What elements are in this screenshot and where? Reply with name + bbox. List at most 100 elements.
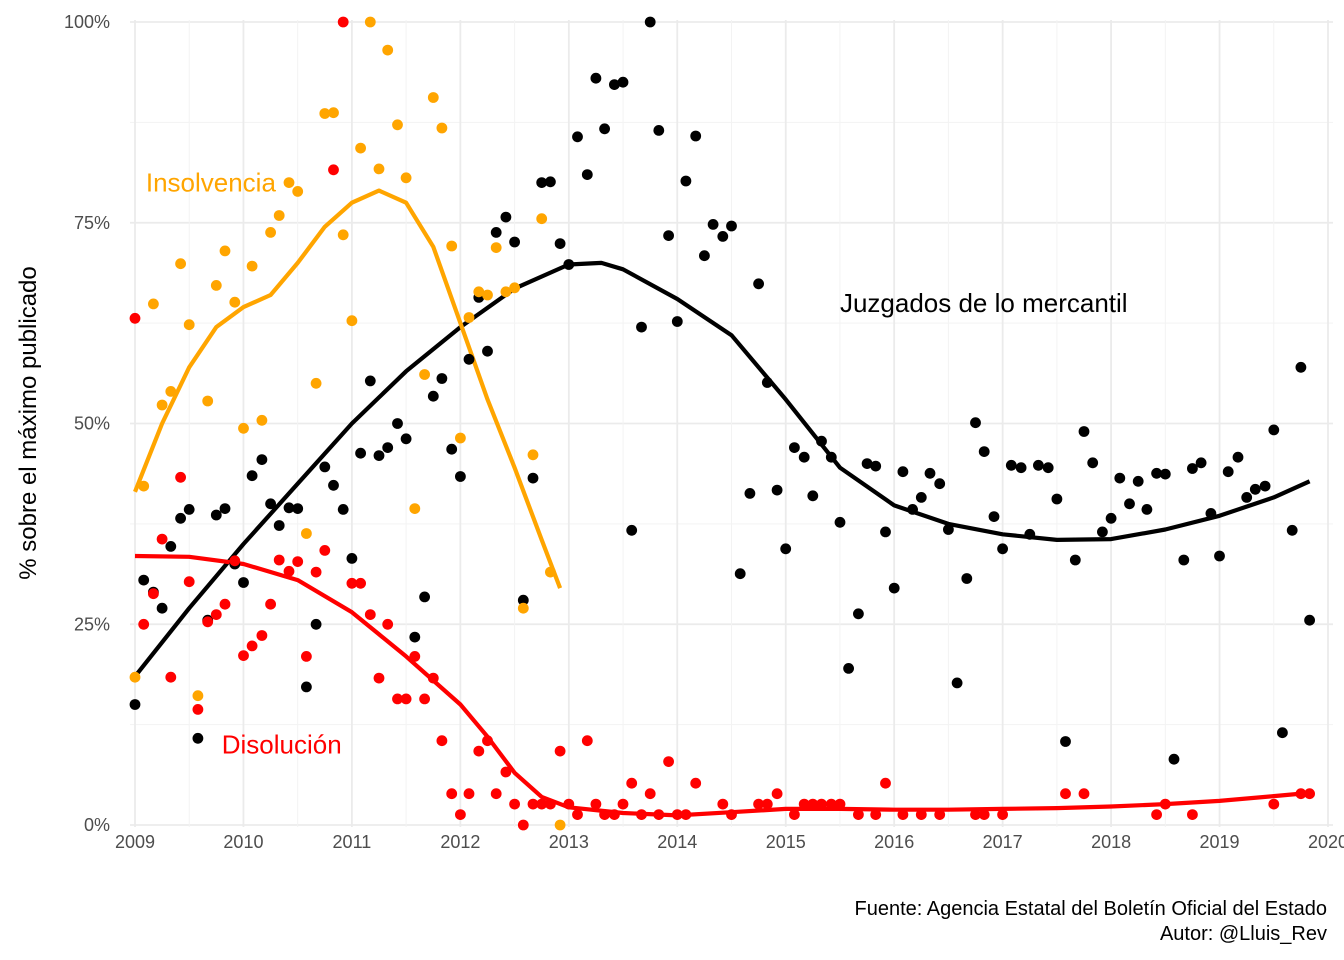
data-point-disolucion xyxy=(798,798,810,810)
data-point-insolvencia xyxy=(527,449,539,461)
data-point-juzgados-de-lo-mercantil xyxy=(1232,451,1244,463)
y-tick-label: 25% xyxy=(74,614,110,634)
data-point-juzgados-de-lo-mercantil xyxy=(409,631,421,643)
data-point-insolvencia xyxy=(473,286,485,298)
data-point-disolucion xyxy=(626,777,638,789)
data-point-disolucion xyxy=(392,693,403,705)
data-point-juzgados-de-lo-mercantil xyxy=(436,373,448,384)
data-point-disolucion xyxy=(1151,809,1162,820)
data-point-disolucion xyxy=(915,809,927,820)
data-point-insolvencia xyxy=(490,242,502,254)
data-point-insolvencia xyxy=(517,602,529,614)
data-point-juzgados-de-lo-mercantil xyxy=(943,524,954,535)
data-point-disolucion xyxy=(880,777,891,789)
data-point-disolucion xyxy=(192,704,204,715)
data-point-disolucion xyxy=(572,809,583,820)
data-point-juzgados-de-lo-mercantil xyxy=(527,472,539,484)
data-point-disolucion xyxy=(138,618,150,630)
data-point-juzgados-de-lo-mercantil xyxy=(1159,468,1171,480)
data-point-juzgados-de-lo-mercantil xyxy=(834,516,846,528)
series-label-juzgados-de-lo-mercantil: Juzgados de lo mercantil xyxy=(840,288,1128,318)
data-point-juzgados-de-lo-mercantil xyxy=(210,509,222,521)
data-point-disolucion xyxy=(1187,809,1198,820)
data-point-juzgados-de-lo-mercantil xyxy=(301,681,312,693)
data-point-disolucion xyxy=(671,809,683,820)
data-point-disolucion xyxy=(581,735,593,747)
caption-source: Fuente: Agencia Estatal del Boletín Ofic… xyxy=(854,898,1327,920)
data-point-insolvencia xyxy=(129,671,141,683)
data-point-insolvencia xyxy=(427,92,439,103)
data-point-insolvencia xyxy=(319,108,331,119)
y-tick-label: 0% xyxy=(84,815,110,835)
data-point-juzgados-de-lo-mercantil xyxy=(653,124,665,136)
data-point-disolucion xyxy=(816,798,827,810)
data-point-insolvencia xyxy=(409,503,421,514)
data-point-juzgados-de-lo-mercantil xyxy=(273,520,285,531)
data-point-juzgados-de-lo-mercantil xyxy=(1259,480,1271,492)
y-axis-ticks: 0% 25% 50% 75% 100% xyxy=(64,12,110,835)
data-point-insolvencia xyxy=(165,386,177,397)
data-point-insolvencia xyxy=(545,566,556,578)
data-point-insolvencia xyxy=(482,289,493,301)
data-point-juzgados-de-lo-mercantil xyxy=(129,699,141,710)
data-point-disolucion xyxy=(1078,788,1090,800)
data-point-disolucion xyxy=(545,798,556,810)
data-point-juzgados-de-lo-mercantil xyxy=(915,492,927,503)
data-point-disolucion xyxy=(283,565,295,577)
data-point-juzgados-de-lo-mercantil xyxy=(1241,492,1253,503)
data-point-disolucion xyxy=(680,809,692,820)
data-point-juzgados-de-lo-mercantil xyxy=(1005,459,1017,471)
data-point-juzgados-de-lo-mercantil xyxy=(446,443,458,455)
data-point-juzgados-de-lo-mercantil xyxy=(382,442,394,453)
data-point-insolvencia xyxy=(202,395,214,407)
data-point-insolvencia xyxy=(419,369,430,380)
data-point-insolvencia xyxy=(246,260,258,272)
data-point-juzgados-de-lo-mercantil xyxy=(1249,483,1261,495)
data-point-juzgados-de-lo-mercantil xyxy=(1114,472,1126,484)
data-point-juzgados-de-lo-mercantil xyxy=(283,502,295,514)
data-point-juzgados-de-lo-mercantil xyxy=(219,503,231,514)
data-point-juzgados-de-lo-mercantil xyxy=(816,435,827,447)
data-point-juzgados-de-lo-mercantil xyxy=(680,175,692,187)
data-point-insolvencia xyxy=(355,142,366,154)
data-point-juzgados-de-lo-mercantil xyxy=(319,461,331,473)
data-point-disolucion xyxy=(853,809,864,820)
data-point-juzgados-de-lo-mercantil xyxy=(536,177,548,189)
data-point-insolvencia xyxy=(148,298,159,310)
data-point-disolucion xyxy=(210,609,222,620)
x-tick-label: 2019 xyxy=(1200,832,1240,852)
data-point-juzgados-de-lo-mercantil xyxy=(1015,462,1027,474)
data-point-insolvencia xyxy=(238,422,249,434)
data-point-juzgados-de-lo-mercantil xyxy=(490,227,502,238)
data-point-disolucion xyxy=(229,555,241,567)
data-point-disolucion xyxy=(609,809,620,820)
data-point-juzgados-de-lo-mercantil xyxy=(292,503,304,514)
data-point-juzgados-de-lo-mercantil xyxy=(265,498,276,510)
data-point-juzgados-de-lo-mercantil xyxy=(671,316,683,327)
smooth-line-insolvencia xyxy=(133,188,563,589)
data-point-disolucion xyxy=(1304,788,1315,800)
data-point-juzgados-de-lo-mercantil xyxy=(617,76,629,88)
data-point-disolucion xyxy=(536,798,548,810)
data-point-juzgados-de-lo-mercantil xyxy=(978,446,990,457)
data-point-disolucion xyxy=(156,533,168,545)
data-points xyxy=(129,16,1315,831)
data-point-disolucion xyxy=(690,777,702,789)
data-point-juzgados-de-lo-mercantil xyxy=(572,131,583,143)
data-point-juzgados-de-lo-mercantil xyxy=(1141,504,1153,515)
data-point-disolucion xyxy=(978,809,990,820)
data-point-juzgados-de-lo-mercantil xyxy=(699,250,710,262)
y-tick-label: 75% xyxy=(74,213,110,233)
data-point-disolucion xyxy=(500,766,512,778)
data-point-juzgados-de-lo-mercantil xyxy=(310,618,322,630)
x-tick-label: 2020 xyxy=(1308,832,1344,852)
data-point-disolucion xyxy=(663,756,674,767)
data-point-disolucion xyxy=(599,809,610,820)
data-point-juzgados-de-lo-mercantil xyxy=(156,602,168,614)
data-point-juzgados-de-lo-mercantil xyxy=(463,353,475,365)
data-point-insolvencia xyxy=(229,296,241,308)
data-point-juzgados-de-lo-mercantil xyxy=(1268,424,1280,436)
data-point-juzgados-de-lo-mercantil xyxy=(1187,463,1198,474)
data-point-insolvencia xyxy=(301,528,312,539)
data-point-juzgados-de-lo-mercantil xyxy=(175,512,187,524)
